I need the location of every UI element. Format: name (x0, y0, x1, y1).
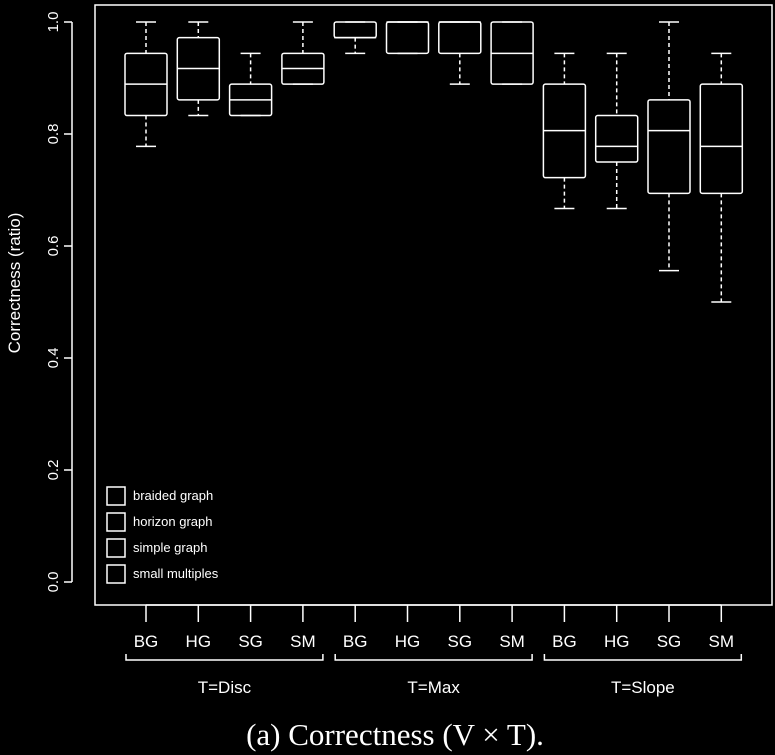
x-tick-label: HG (395, 632, 421, 651)
iqr-box (699, 83, 744, 195)
x-tick-label: BG (134, 632, 159, 651)
legend: braided graph horizon graph simple graph sm… (106, 486, 219, 584)
legend-swatch (106, 564, 126, 584)
group-label: T=Disc (198, 678, 252, 697)
x-tick-label: BG (552, 632, 577, 651)
y-tick-label: 1.0 (45, 12, 62, 33)
x-tick-label: SG (657, 632, 682, 651)
y-tick-label: 0.2 (45, 460, 62, 481)
group-bracket (125, 654, 324, 661)
x-tick-label: HG (186, 632, 212, 651)
iqr-box (647, 99, 691, 195)
group-bracket (334, 654, 533, 661)
x-tick-label: BG (343, 632, 368, 651)
group-bracket (543, 654, 743, 661)
boxes (124, 21, 744, 303)
x-tick-label: SG (238, 632, 263, 651)
legend-label: braided graph (133, 488, 213, 503)
legend-swatch (106, 486, 126, 506)
legend-label: horizon graph (133, 514, 213, 529)
y-tick-label: 0.0 (45, 572, 62, 593)
y-axis-label: Correctness (ratio) (5, 213, 24, 354)
group-label: T=Slope (611, 678, 675, 697)
legend-label: small multiples (133, 566, 219, 581)
x-tick-label: HG (604, 632, 630, 651)
x-axis: BG HG SG SM BG HG SG SM BG HG SG SM (134, 604, 735, 651)
y-axis: 0.0 0.2 0.4 0.6 0.8 1.0 (45, 12, 73, 593)
y-tick-label: 0.8 (45, 124, 62, 145)
iqr-box (594, 114, 639, 163)
x-tick-label: SM (290, 632, 316, 651)
group-label: T=Max (407, 678, 460, 697)
y-tick-label: 0.4 (45, 348, 62, 369)
legend-label: simple graph (133, 540, 207, 555)
x-tick-label: SG (448, 632, 473, 651)
group-brackets: T=Disc T=Max T=Slope (125, 654, 743, 697)
y-tick-label: 0.6 (45, 236, 62, 257)
x-tick-label: SM (499, 632, 525, 651)
x-tick-label: SM (709, 632, 735, 651)
figure-caption: (a) Correctness (V × T). (246, 717, 544, 752)
legend-swatch (106, 538, 126, 558)
legend-swatch (106, 512, 126, 532)
